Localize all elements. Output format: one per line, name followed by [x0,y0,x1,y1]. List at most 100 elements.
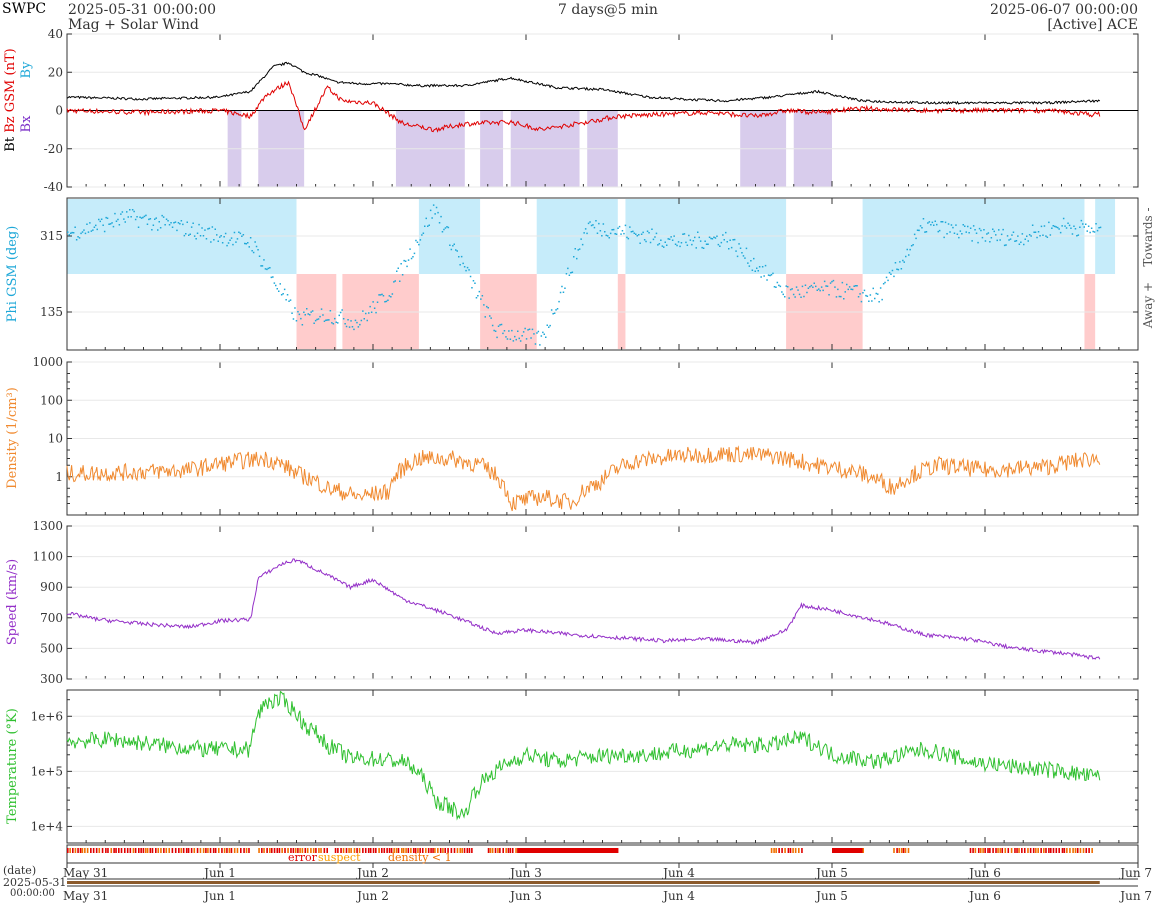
flag-mark [196,848,199,853]
speed-ytick-label: 300 [40,672,63,686]
flag-mark [276,848,279,853]
flag-mark [120,848,123,853]
x-tick-label-top: Jun 3 [508,866,542,880]
flag-mark [400,848,403,853]
flag-mark [383,848,386,853]
flag-mark [345,848,348,853]
flag-mark [1040,848,1042,853]
flag-mark [773,848,775,853]
flag-mark [155,848,157,853]
temperature-series-line [66,690,1101,821]
flag-mark [245,848,248,853]
flag-mark [233,848,236,853]
flag-mark [456,848,459,853]
flag-mark [497,848,499,853]
flag-mark [304,848,307,853]
flag-mark [190,848,193,853]
flag-mark [1001,848,1004,853]
flag-mark [142,848,145,853]
x-tick-label-top: Jun 5 [814,866,848,880]
flag-mark [999,848,1002,853]
flag-mark [137,848,140,853]
brand-label: SWPC [2,1,47,17]
flag-mark [146,848,149,853]
flag-mark [987,848,989,853]
speed-ytick-label: 1100 [32,550,63,564]
flag-mark [193,848,196,853]
flag-mark [792,848,794,853]
flag-mark [362,848,364,853]
mag-ylabel-group: Bt Bz GSM (nT) [3,48,18,151]
flag-mark [397,848,400,853]
flag-mark [1079,848,1082,853]
flag-mark [209,848,212,853]
x-tick-label-top: Jun 6 [967,866,1001,880]
flag-mark [358,848,361,853]
x-tick-label-bottom: Jun 6 [967,889,1001,903]
flag-mark [787,848,790,853]
flag-mark [797,848,800,853]
flag-mark [312,848,315,853]
subtitle-label: Mag + Solar Wind [68,17,199,33]
flag-mark [263,848,265,853]
flag-mark [163,848,165,853]
flag-mark [1082,848,1085,853]
flag-mark [419,848,421,853]
flag-mark [182,848,185,853]
flag-mark [98,848,101,853]
speed-series-line [66,558,1101,660]
temperature-ytick-label: 1e+6 [31,709,63,723]
flag-mark [984,848,986,853]
flags-strip-frame [66,844,1139,864]
flag-mark [326,848,328,853]
flag-mark [117,848,120,853]
flag-mark [410,848,412,853]
x-tick-label-top: Jun 2 [355,866,389,880]
x-tick-label-bottom: Jun 7 [1118,889,1152,903]
flag-legend-suspect: suspect [318,851,361,864]
flag-dense-block [832,848,863,853]
flag-mark [287,848,289,853]
flag-mark [466,848,469,853]
flag-mark [228,848,231,853]
flag-mark [129,848,132,853]
density-ytick-label: 10 [48,432,63,446]
flag-mark [1072,848,1074,853]
flag-mark [487,848,490,853]
speed-panel-frame [66,525,1139,680]
flag-mark [243,848,245,853]
flag-mark [1066,848,1068,853]
flag-mark [74,848,77,853]
phi-ytick-label: 315 [40,229,63,243]
flag-mark [174,848,177,853]
flag-mark [205,848,207,853]
start-time-label: 2025-05-31 00:00:00 [68,2,217,18]
flag-mark [402,848,405,853]
flag-mark [144,848,147,853]
flag-mark [450,848,453,853]
flag-mark [969,848,972,853]
flag-mark [86,848,89,853]
bz-series-line [66,80,1101,133]
flag-mark [380,848,383,853]
x-tick-label-bottom: May 31 [63,889,108,903]
flag-mark [239,848,242,853]
flag-mark [447,848,449,853]
flag-mark [261,848,263,853]
x-tick-label-bottom: Jun 5 [814,889,848,903]
flag-mark [134,848,137,853]
flag-mark [388,848,391,853]
flag-mark [425,848,427,853]
flag-mark [126,848,129,853]
flag-mark [461,848,464,853]
flag-mark [1085,848,1088,853]
flag-mark [1063,848,1066,853]
flag-mark [290,848,292,853]
flag-mark [499,848,501,853]
mag-ytick-label: 20 [48,65,63,79]
flag-mark [77,848,79,853]
flag-mark [432,848,434,853]
flag-mark [123,848,126,853]
density-series-line [66,445,1101,512]
